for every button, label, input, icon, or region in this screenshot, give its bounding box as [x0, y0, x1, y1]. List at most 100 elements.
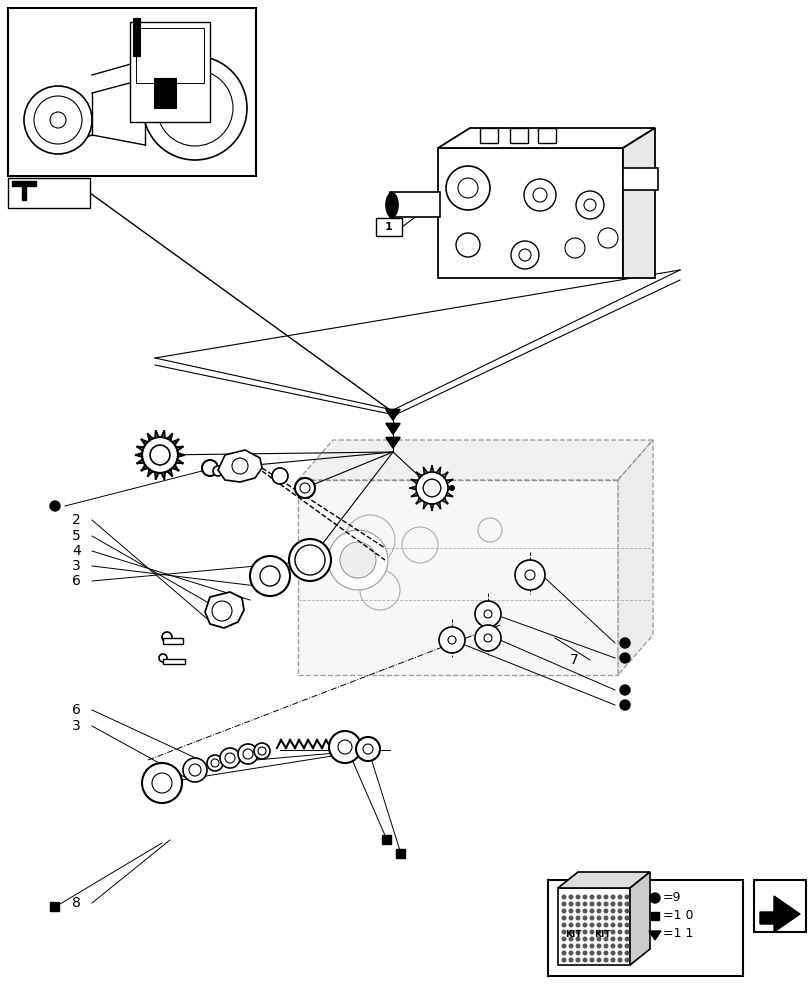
Circle shape: [363, 744, 372, 754]
Circle shape: [575, 957, 580, 962]
Circle shape: [616, 908, 622, 913]
Circle shape: [423, 479, 440, 497]
Circle shape: [575, 191, 603, 219]
Circle shape: [575, 902, 580, 906]
Circle shape: [596, 943, 601, 948]
Circle shape: [532, 188, 547, 202]
Circle shape: [159, 654, 167, 662]
Circle shape: [624, 957, 629, 962]
Circle shape: [328, 530, 388, 590]
Circle shape: [510, 241, 539, 269]
Circle shape: [294, 545, 324, 575]
Circle shape: [294, 478, 315, 498]
Circle shape: [603, 950, 607, 955]
Circle shape: [260, 566, 280, 586]
Circle shape: [624, 936, 629, 941]
Text: =1 1: =1 1: [663, 927, 693, 940]
Text: 1: 1: [384, 222, 393, 232]
Polygon shape: [385, 424, 400, 434]
Bar: [547, 880, 742, 976]
Circle shape: [616, 957, 622, 962]
Circle shape: [603, 922, 607, 927]
Circle shape: [589, 943, 594, 948]
Polygon shape: [759, 896, 799, 932]
Circle shape: [50, 112, 66, 128]
Circle shape: [649, 893, 659, 903]
Circle shape: [456, 233, 479, 257]
Text: KIT: KIT: [564, 930, 581, 939]
Circle shape: [616, 950, 622, 955]
Circle shape: [439, 627, 465, 653]
Circle shape: [340, 542, 375, 578]
Circle shape: [150, 445, 169, 465]
Circle shape: [624, 915, 629, 920]
Polygon shape: [617, 440, 652, 675]
Circle shape: [564, 238, 584, 258]
Bar: [437, 148, 622, 278]
Bar: [753, 880, 805, 932]
Circle shape: [620, 653, 629, 663]
Polygon shape: [12, 181, 36, 200]
Circle shape: [620, 685, 629, 695]
Circle shape: [514, 560, 544, 590]
Circle shape: [589, 915, 594, 920]
Circle shape: [212, 466, 223, 476]
Polygon shape: [385, 438, 400, 448]
Bar: [50, 902, 59, 911]
Bar: [133, 18, 139, 56]
Text: 6: 6: [72, 574, 81, 588]
Circle shape: [596, 908, 601, 913]
Circle shape: [616, 902, 622, 906]
Circle shape: [561, 950, 566, 955]
Circle shape: [610, 929, 615, 934]
Circle shape: [152, 773, 172, 793]
Circle shape: [610, 902, 615, 906]
Bar: [154, 78, 176, 108]
Polygon shape: [204, 592, 243, 628]
Circle shape: [157, 70, 233, 146]
Circle shape: [624, 922, 629, 927]
Circle shape: [299, 483, 310, 493]
Circle shape: [474, 625, 500, 651]
Circle shape: [328, 731, 361, 763]
Polygon shape: [437, 128, 654, 148]
Circle shape: [610, 915, 615, 920]
Bar: [389, 192, 440, 217]
Bar: [298, 480, 617, 675]
Polygon shape: [557, 872, 649, 888]
Circle shape: [561, 922, 566, 927]
Circle shape: [50, 501, 60, 511]
Circle shape: [624, 943, 629, 948]
Ellipse shape: [385, 193, 397, 217]
Circle shape: [596, 894, 601, 900]
Circle shape: [212, 601, 232, 621]
Polygon shape: [298, 440, 652, 480]
Circle shape: [202, 460, 217, 476]
Text: 8: 8: [72, 896, 81, 910]
Circle shape: [596, 922, 601, 927]
Circle shape: [603, 902, 607, 906]
Circle shape: [624, 902, 629, 906]
Circle shape: [289, 539, 331, 581]
Circle shape: [596, 957, 601, 962]
Bar: [375, 218, 401, 236]
Circle shape: [610, 943, 615, 948]
Circle shape: [596, 915, 601, 920]
Polygon shape: [557, 888, 629, 965]
Circle shape: [616, 922, 622, 927]
Circle shape: [603, 943, 607, 948]
Circle shape: [561, 957, 566, 962]
Circle shape: [523, 179, 556, 211]
Circle shape: [561, 936, 566, 941]
Circle shape: [448, 636, 456, 644]
Circle shape: [581, 943, 587, 948]
Circle shape: [568, 936, 573, 941]
Circle shape: [525, 570, 534, 580]
Circle shape: [610, 950, 615, 955]
Bar: [396, 849, 405, 858]
Circle shape: [182, 758, 207, 782]
Circle shape: [624, 894, 629, 900]
Circle shape: [620, 638, 629, 648]
Circle shape: [581, 908, 587, 913]
Circle shape: [518, 249, 530, 261]
